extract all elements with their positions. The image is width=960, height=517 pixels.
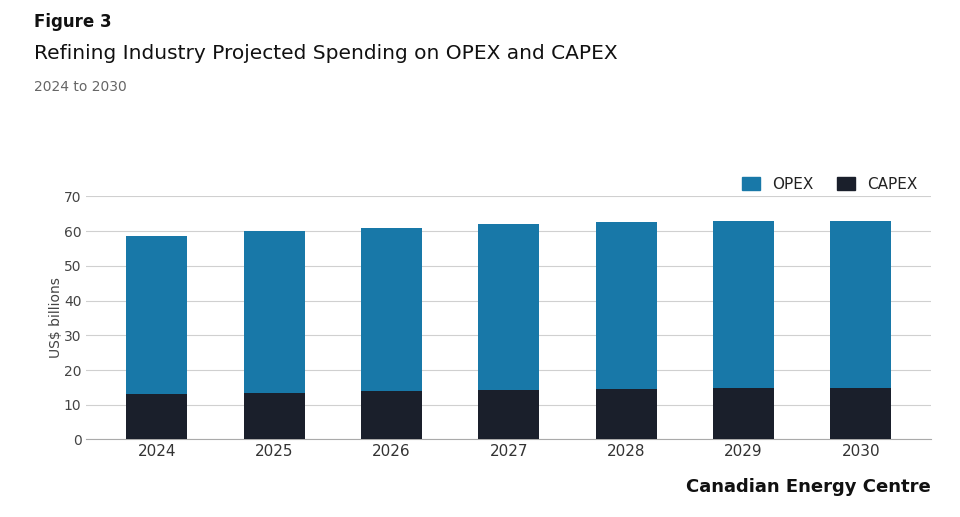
Bar	[244, 231, 304, 392]
Bar	[478, 390, 540, 439]
Bar	[713, 221, 774, 388]
Bar	[361, 391, 422, 439]
Y-axis label: US$ billions: US$ billions	[49, 278, 62, 358]
Legend: OPEX, CAPEX: OPEX, CAPEX	[735, 171, 924, 198]
Bar	[830, 388, 891, 439]
Bar	[127, 394, 187, 439]
Text: Figure 3: Figure 3	[34, 13, 111, 31]
Text: Canadian Energy Centre: Canadian Energy Centre	[686, 478, 931, 496]
Bar	[713, 388, 774, 439]
Text: Refining Industry Projected Spending on OPEX and CAPEX: Refining Industry Projected Spending on …	[34, 44, 617, 63]
Bar	[478, 223, 540, 390]
Bar	[595, 222, 657, 389]
Bar	[361, 227, 422, 391]
Bar	[595, 389, 657, 439]
Bar	[127, 236, 187, 394]
Bar	[830, 221, 891, 388]
Text: 2024 to 2030: 2024 to 2030	[34, 80, 127, 94]
Bar	[244, 392, 304, 439]
